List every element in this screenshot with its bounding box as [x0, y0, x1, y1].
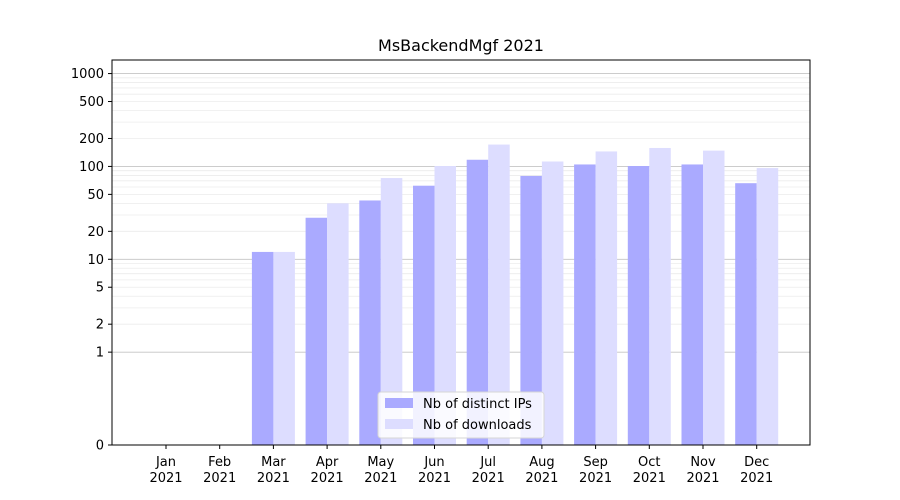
bar-downloads	[488, 144, 510, 445]
bar-downloads	[703, 150, 725, 445]
x-axis: Jan2021Feb2021Mar2021Apr2021May2021Jun20…	[149, 445, 773, 486]
bar-downloads	[327, 203, 349, 445]
plot-frame	[111, 59, 811, 446]
x-tick-label-month: Sep	[583, 455, 608, 470]
x-tick-label-year: 2021	[579, 471, 612, 486]
x-tick-label-year: 2021	[525, 471, 558, 486]
x-tick-label-month: Jul	[479, 455, 496, 470]
legend-swatch	[385, 419, 413, 429]
x-tick-label-month: Nov	[690, 455, 716, 470]
y-tick-label: 1000	[71, 67, 104, 82]
x-tick-label-month: May	[367, 455, 394, 470]
bar-distinct-ips	[359, 200, 381, 445]
x-tick-label-year: 2021	[686, 471, 719, 486]
bar-downloads	[756, 168, 779, 445]
x-tick-label-month: Oct	[638, 455, 660, 470]
x-tick-label-month: Aug	[529, 455, 554, 470]
bar-distinct-ips	[735, 183, 757, 445]
y-tick-label: 500	[79, 95, 104, 110]
legend: Nb of distinct IPs Nb of downloads	[377, 391, 545, 439]
legend-box	[377, 391, 545, 439]
x-tick-label-year: 2021	[418, 471, 451, 486]
bar-distinct-ips	[627, 166, 650, 445]
y-tick-label: 20	[87, 225, 104, 240]
x-tick-label-month: Jun	[423, 455, 444, 470]
bar-downloads	[649, 147, 671, 446]
bar-downloads	[595, 151, 618, 445]
x-tick-label-year: 2021	[311, 471, 344, 486]
y-tick-label: 1	[96, 346, 104, 361]
x-tick-label-month: Apr	[316, 455, 339, 470]
bar-distinct-ips	[305, 217, 328, 445]
y-tick-label: 10	[87, 253, 104, 268]
bar-downloads	[541, 161, 564, 445]
x-tick-label-month: Jan	[155, 455, 176, 470]
x-tick-label-year: 2021	[257, 471, 290, 486]
x-tick-label-month: Feb	[208, 455, 231, 470]
legend-label: Nb of distinct IPs	[423, 397, 532, 412]
bar-distinct-ips	[466, 159, 489, 445]
x-tick-label-year: 2021	[740, 471, 773, 486]
x-tick-label-year: 2021	[633, 471, 666, 486]
chart-title: MsBackendMgf 2021	[378, 36, 544, 55]
y-tick-label: 50	[87, 188, 104, 203]
y-axis: 0 1 2 5 10 20 50 100 200 500 1000	[71, 67, 112, 454]
x-tick-label-month: Dec	[744, 455, 769, 470]
bar-distinct-ips	[681, 164, 703, 446]
y-tick-label: 5	[96, 281, 104, 296]
x-tick-label-year: 2021	[149, 471, 182, 486]
bar-downloads	[434, 166, 456, 445]
bars	[251, 144, 779, 446]
x-tick-label-month: Mar	[261, 455, 286, 470]
x-tick-label-year: 2021	[472, 471, 505, 486]
bar-downloads	[380, 178, 403, 445]
y-tick-label: 200	[79, 132, 104, 147]
x-tick-label-year: 2021	[203, 471, 236, 486]
bar-distinct-ips	[574, 164, 596, 446]
y-tick-label: 0	[96, 439, 104, 454]
legend-swatch	[385, 398, 413, 408]
legend-label: Nb of downloads	[423, 418, 532, 433]
bar-downloads	[273, 251, 295, 445]
y-tick-label: 100	[79, 160, 104, 175]
x-tick-label-year: 2021	[364, 471, 397, 486]
bar-distinct-ips	[413, 185, 435, 445]
y-tick-label: 2	[96, 318, 104, 333]
bar-distinct-ips	[520, 175, 542, 445]
bar-distinct-ips	[251, 251, 274, 445]
